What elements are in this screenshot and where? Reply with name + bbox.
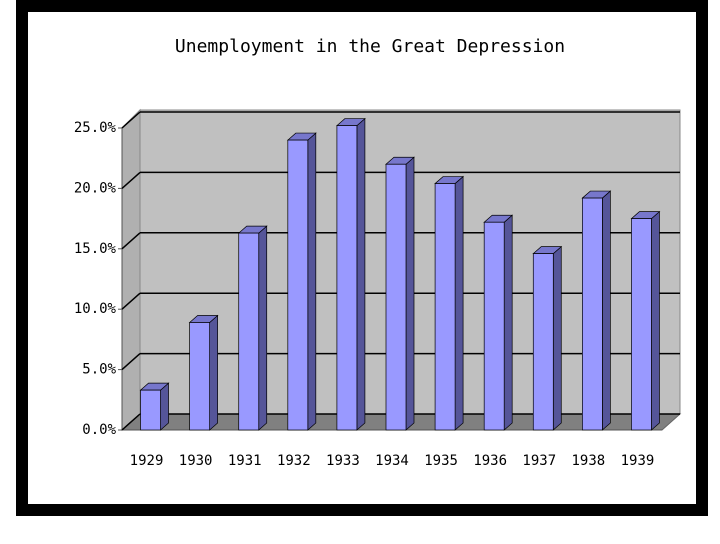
bar-side <box>356 117 366 431</box>
x-tick-label: 1937 <box>522 453 556 469</box>
x-tick-label: 1932 <box>277 453 311 469</box>
y-tick-label: 5.0% <box>82 362 116 378</box>
bar <box>385 163 407 431</box>
bar-side <box>651 210 660 431</box>
chart-title: Unemployment in the Great Depression <box>175 36 565 57</box>
bar-side <box>503 214 513 431</box>
grid-line <box>121 353 141 371</box>
x-tick-label: 1939 <box>621 453 655 469</box>
bar-side <box>307 132 317 431</box>
y-tick-label: 25.0% <box>74 120 117 136</box>
y-tick-label: 20.0% <box>74 180 117 196</box>
bar-side <box>454 175 464 431</box>
bar <box>336 125 358 431</box>
bar <box>582 197 603 431</box>
bar-side <box>602 190 611 431</box>
bar <box>631 218 652 431</box>
x-tick-label: 1930 <box>179 453 213 469</box>
bar-side <box>552 245 562 431</box>
bar-side <box>160 382 169 431</box>
grid-line <box>121 171 141 189</box>
bar <box>238 232 260 431</box>
bar-side <box>209 314 218 431</box>
bar-side <box>258 225 268 431</box>
bar <box>434 183 456 431</box>
x-tick-label: 1936 <box>473 453 507 469</box>
grid-line <box>121 111 141 129</box>
bar <box>287 139 309 431</box>
y-tick-label: 10.0% <box>74 301 117 317</box>
y-tick-label: 0.0% <box>82 422 116 438</box>
x-tick-label: 1935 <box>424 453 458 469</box>
grid-line <box>121 413 141 431</box>
bar <box>532 253 554 431</box>
y-tick-label: 15.0% <box>74 241 117 257</box>
grid-line <box>121 232 141 250</box>
x-tick-label: 1934 <box>375 453 409 469</box>
x-tick-label: 1929 <box>130 453 164 469</box>
bar <box>483 221 505 431</box>
grid-line <box>121 292 141 310</box>
x-tick-label: 1933 <box>326 453 360 469</box>
bar-side <box>405 156 415 431</box>
x-tick-label: 1938 <box>572 453 606 469</box>
bar <box>189 322 210 431</box>
side-wall <box>121 108 141 432</box>
bar <box>140 389 161 431</box>
x-tick-label: 1931 <box>228 453 262 469</box>
